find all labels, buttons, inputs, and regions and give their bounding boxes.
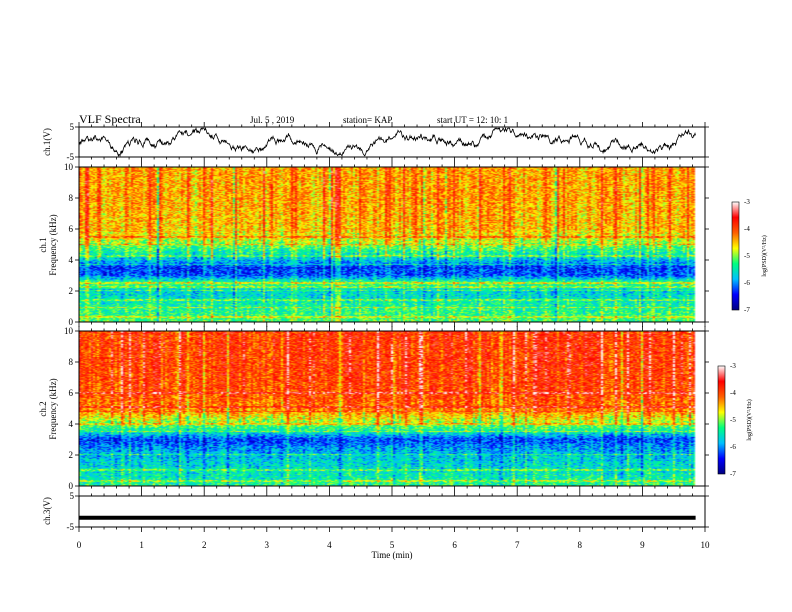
- ch1-waveform-panel: 5 -5 ch.1(V): [42, 122, 709, 162]
- ch3-waveform-panel: 5 -5 ch.3(V): [42, 491, 709, 532]
- ch1-colorbar: [731, 201, 740, 311]
- xtick-9: 9: [640, 540, 645, 550]
- xtick-1: 1: [139, 540, 144, 550]
- ch1-ytick-4: 4: [69, 255, 74, 265]
- ch1-ytick-6: 6: [69, 224, 74, 234]
- ch1-ytick-10: 10: [64, 162, 74, 172]
- ch1-spectrogram-ylabel: Frequency (kHz): [48, 214, 58, 275]
- ch1-spectrogram-panel: 0 2 4 6 8 10 ch.1 Frequency (kHz) -3 -4 …: [38, 162, 768, 327]
- ch1-waveform-ticks: [75, 122, 709, 162]
- ch2-colorbar-label: log(PSD)(V²/Hz): [746, 399, 753, 440]
- ch1-waveform-ylabel: ch.1(V): [42, 128, 52, 156]
- ch2-cb-tick-m6: -6: [730, 443, 736, 451]
- ch1-cb-tick-m7: -7: [744, 306, 750, 314]
- ch2-ytick-2: 2: [69, 450, 74, 460]
- ch1-colorbar-label: log(PSD)(V²/Hz): [761, 235, 768, 276]
- date-label: Jul. 5 , 2019: [250, 115, 295, 125]
- ch2-cb-tick-m4: -4: [730, 389, 736, 397]
- ch1-ytick-0: 0: [69, 317, 74, 327]
- ch2-ytick-6: 6: [69, 388, 74, 398]
- xtick-6: 6: [452, 540, 457, 550]
- xtick-2: 2: [202, 540, 207, 550]
- ch1-spectrogram-yticklabels: 0 2 4 6 8 10: [64, 162, 74, 327]
- ch1-spectrogram-heatmap: [79, 167, 705, 322]
- ch2-cb-tick-m5: -5: [730, 416, 736, 424]
- ch2-ytick-8: 8: [69, 357, 74, 367]
- xtick-7: 7: [515, 540, 520, 550]
- xtick-3: 3: [265, 540, 270, 550]
- ch3-waveform-ticks: [75, 491, 709, 532]
- station-label: station= KAP: [343, 115, 392, 125]
- ch2-spectrogram-yticklabels: 0 2 4 6 8 10: [64, 326, 74, 491]
- ch2-spectrogram-channel-label: ch.2: [38, 401, 48, 416]
- ch2-spectrogram-ylabel: Frequency (kHz): [48, 378, 58, 439]
- xtick-5: 5: [390, 540, 395, 550]
- ch1-ytick-top: 5: [70, 122, 75, 132]
- ch1-spectrogram-channel-label: ch.1: [38, 237, 48, 252]
- ch2-ytick-10: 10: [64, 326, 74, 336]
- ch2-cb-tick-m7: -7: [730, 470, 736, 478]
- xtick-0: 0: [77, 540, 82, 550]
- ch2-cb-tick-m3: -3: [730, 362, 736, 370]
- ch2-spectrogram-panel: 0 2 4 6 8 10 ch.2 Frequency (kHz) -3 -4 …: [38, 326, 753, 491]
- ch3-ytick-bottom: -5: [67, 522, 75, 532]
- ch2-ytick-0: 0: [69, 481, 74, 491]
- ch1-spectrogram-ticks: [75, 162, 709, 327]
- ch3-waveform-ylabel: ch.3(V): [42, 497, 52, 525]
- ch1-cb-tick-m4: -4: [744, 225, 750, 233]
- ch3-ytick-top: 5: [70, 491, 75, 501]
- ch1-cb-tick-m6: -6: [744, 279, 750, 287]
- ch2-spectrogram-ticks: [75, 326, 709, 491]
- ch1-waveform-trace: [78, 126, 696, 158]
- xtick-10: 10: [701, 540, 711, 550]
- x-axis-tick-labels: 0 1 2 3 4 5 6 7 8 9 10: [77, 540, 710, 550]
- ch2-spectrogram-heatmap: [79, 331, 705, 486]
- start-time-label: start UT = 12: 10: 1: [437, 115, 508, 125]
- ch1-cb-tick-m3: -3: [744, 198, 750, 206]
- ch2-colorbar: [717, 365, 726, 475]
- ch1-cb-tick-m5: -5: [744, 252, 750, 260]
- x-axis-label: Time (min): [372, 550, 413, 560]
- ch2-ytick-4: 4: [69, 419, 74, 429]
- ch1-ytick-8: 8: [69, 193, 74, 203]
- xtick-8: 8: [578, 540, 583, 550]
- ch1-ytick-2: 2: [69, 286, 74, 296]
- xtick-4: 4: [327, 540, 332, 550]
- ch1-ytick-bottom: -5: [67, 152, 75, 162]
- figure-title: VLF Spectra: [79, 112, 141, 126]
